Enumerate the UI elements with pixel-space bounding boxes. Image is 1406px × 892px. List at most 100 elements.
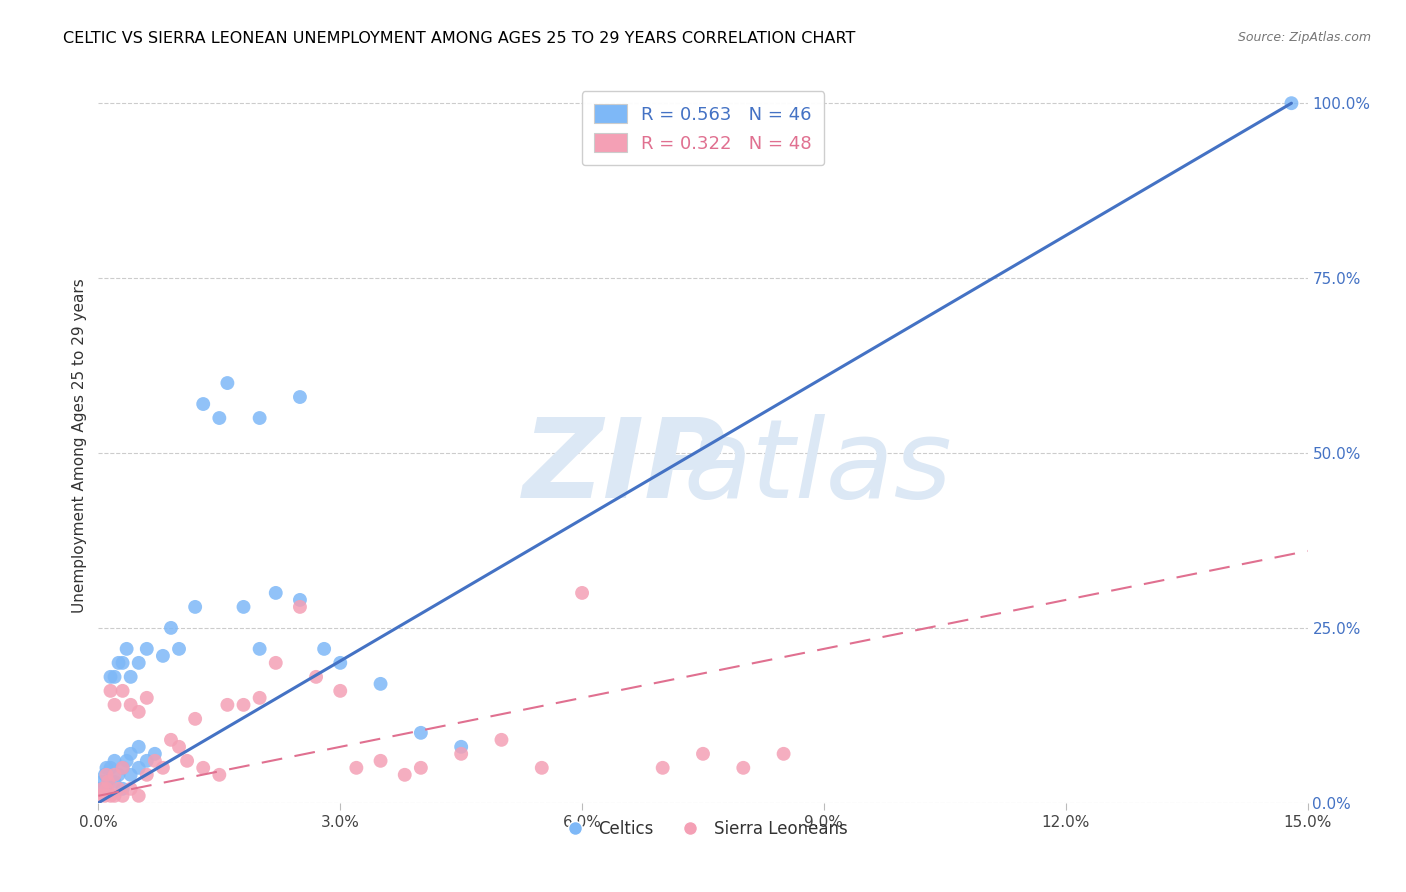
Point [733,761,755,775]
Point [103,789,125,803]
Point [232,599,254,614]
Text: ZIP: ZIP [523,414,725,521]
Point [152,761,174,775]
Point [160,621,183,635]
Point [264,586,287,600]
Point [370,754,392,768]
Point [115,641,138,656]
Point [94,789,117,803]
Point [152,648,174,663]
Point [193,397,215,411]
Point [128,705,150,719]
Point [96,761,118,775]
Point [450,747,472,761]
Point [314,641,336,656]
Text: atlas: atlas [683,414,952,521]
Point [135,690,157,705]
Point [184,599,207,614]
Point [120,747,142,761]
Point [128,739,150,754]
Point [97,774,120,789]
Point [143,747,166,761]
Point [135,768,157,782]
Point [97,774,120,789]
Point [329,656,352,670]
Point [111,684,134,698]
Point [491,732,513,747]
Point [111,656,134,670]
Point [208,411,231,425]
Point [217,376,239,390]
Point [571,586,593,600]
Point [772,747,794,761]
Point [176,754,198,768]
Point [217,698,239,712]
Point [249,411,271,425]
Point [167,641,190,656]
Point [91,774,114,789]
Point [128,789,150,803]
Point [103,774,125,789]
Point [167,739,190,754]
Point [530,761,553,775]
Point [91,781,114,796]
Point [394,768,416,782]
Point [288,593,311,607]
Point [120,781,142,796]
Point [184,712,207,726]
Point [409,726,432,740]
Text: Source: ZipAtlas.com: Source: ZipAtlas.com [1237,31,1371,45]
Point [264,656,287,670]
Point [193,761,215,775]
Point [96,781,118,796]
Point [120,768,142,782]
Point [111,761,134,775]
Point [208,768,231,782]
Point [128,761,150,775]
Point [89,781,111,796]
Point [128,656,150,670]
Point [450,739,472,754]
Point [100,761,122,775]
Point [96,781,118,796]
Point [143,754,166,768]
Point [135,754,157,768]
Point [94,768,117,782]
Point [249,641,271,656]
Point [409,761,432,775]
Y-axis label: Unemployment Among Ages 25 to 29 years: Unemployment Among Ages 25 to 29 years [72,278,87,614]
Point [111,789,134,803]
Point [103,754,125,768]
Point [103,768,125,782]
Point [370,677,392,691]
Point [100,684,122,698]
Point [111,781,134,796]
Point [135,641,157,656]
Point [107,656,129,670]
Point [232,698,254,712]
Point [305,670,328,684]
Point [107,781,129,796]
Point [249,690,271,705]
Point [96,768,118,782]
Point [329,684,352,698]
Text: CELTIC VS SIERRA LEONEAN UNEMPLOYMENT AMONG AGES 25 TO 29 YEARS CORRELATION CHAR: CELTIC VS SIERRA LEONEAN UNEMPLOYMENT AM… [63,31,856,46]
Point [103,670,125,684]
Point [111,761,134,775]
Point [120,670,142,684]
Point [692,747,714,761]
Point [288,390,311,404]
Point [288,599,311,614]
Point [107,768,129,782]
Point [100,789,122,803]
Point [160,732,183,747]
Point [100,670,122,684]
Point [1281,96,1303,111]
Point [120,698,142,712]
Point [651,761,673,775]
Point [344,761,367,775]
Point [89,789,111,803]
Legend: Celtics, Sierra Leoneans: Celtics, Sierra Leoneans [551,814,855,845]
Point [115,754,138,768]
Point [103,698,125,712]
